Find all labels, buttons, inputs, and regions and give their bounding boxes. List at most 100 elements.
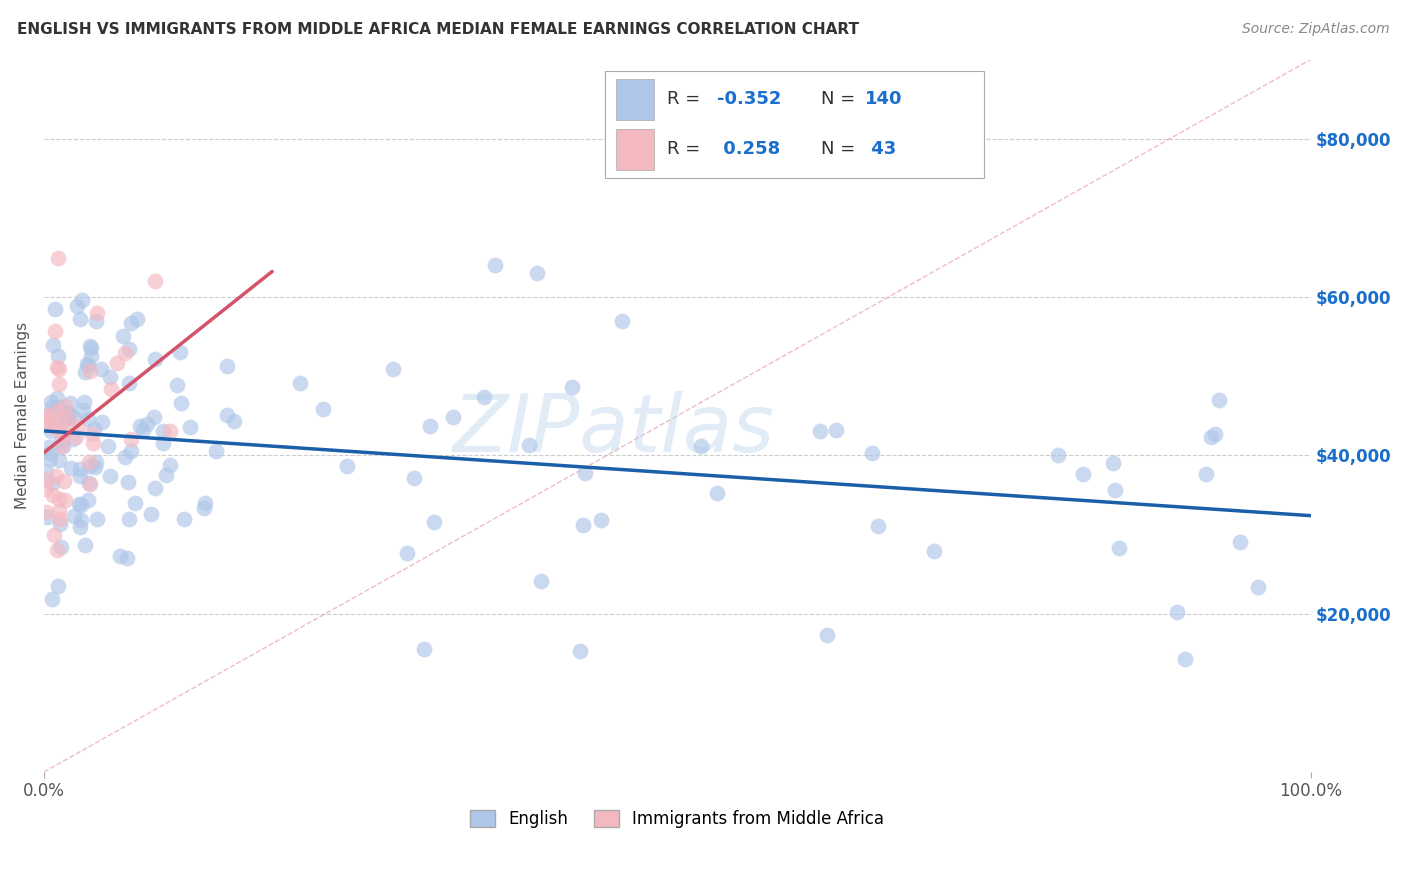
Point	[404, 471, 426, 485]
Point	[48, 349, 70, 363]
Point	[44, 527, 66, 541]
Point	[145, 481, 167, 495]
Point	[517, 438, 540, 452]
Point	[51, 439, 73, 453]
Point	[67, 497, 90, 511]
Point	[80, 426, 103, 441]
Point	[49, 540, 72, 554]
Point	[120, 316, 142, 330]
Point	[1071, 467, 1094, 481]
Point	[118, 376, 141, 390]
Point	[42, 338, 65, 352]
Point	[53, 409, 76, 424]
Point	[46, 391, 69, 405]
Point	[179, 420, 201, 434]
Point	[70, 293, 93, 308]
Point	[46, 359, 69, 374]
Point	[62, 432, 84, 446]
Point	[82, 435, 104, 450]
Point	[35, 505, 58, 519]
Point	[37, 408, 59, 422]
Point	[1199, 430, 1222, 444]
Point	[72, 395, 94, 409]
Point	[73, 365, 96, 379]
Point	[815, 628, 838, 642]
Point	[91, 415, 114, 429]
Point	[35, 414, 58, 428]
Point	[155, 468, 177, 483]
Point	[38, 419, 60, 434]
Point	[86, 306, 108, 320]
Point	[79, 364, 101, 378]
Point	[574, 466, 596, 480]
Point	[44, 301, 66, 316]
Point	[98, 370, 121, 384]
Point	[1195, 467, 1218, 481]
Point	[86, 512, 108, 526]
Point	[46, 578, 69, 592]
Point	[66, 420, 89, 434]
Point	[114, 345, 136, 359]
Point	[69, 520, 91, 534]
Point	[69, 312, 91, 326]
Point	[79, 459, 101, 474]
Point	[65, 430, 87, 444]
Point	[118, 511, 141, 525]
Point	[412, 642, 434, 657]
Point	[59, 396, 82, 410]
Point	[48, 376, 70, 391]
Point	[35, 483, 58, 497]
Point	[922, 544, 945, 558]
Point	[77, 476, 100, 491]
Point	[49, 516, 72, 531]
Point	[170, 396, 193, 410]
Point	[48, 504, 70, 518]
Point	[118, 342, 141, 356]
Point	[572, 517, 595, 532]
Point	[561, 380, 583, 394]
Point	[526, 266, 548, 280]
Bar	[616, 129, 654, 169]
Point	[56, 411, 79, 425]
Point	[288, 376, 311, 390]
Point	[193, 501, 215, 516]
Point	[52, 423, 75, 437]
Point	[105, 356, 128, 370]
Point	[65, 299, 87, 313]
Point	[423, 515, 446, 529]
Text: ENGLISH VS IMMIGRANTS FROM MIDDLE AFRICA MEDIAN FEMALE EARNINGS CORRELATION CHAR: ENGLISH VS IMMIGRANTS FROM MIDDLE AFRICA…	[17, 22, 859, 37]
Point	[86, 454, 108, 468]
Point	[120, 443, 142, 458]
Point	[97, 439, 120, 453]
Point	[46, 543, 69, 558]
Point	[90, 362, 112, 376]
Point	[48, 362, 70, 376]
Point	[143, 351, 166, 366]
Text: 43: 43	[865, 141, 896, 159]
Point	[53, 493, 76, 508]
Point	[49, 512, 72, 526]
Point	[530, 574, 553, 588]
Point	[80, 341, 103, 355]
Point	[42, 488, 65, 502]
Point	[75, 538, 97, 552]
Point	[152, 424, 174, 438]
Point	[72, 403, 94, 417]
Point	[37, 410, 59, 425]
Text: -0.352: -0.352	[717, 90, 780, 108]
Point	[56, 406, 79, 420]
Point	[120, 432, 142, 446]
Point	[46, 400, 69, 414]
Point	[48, 492, 70, 507]
Point	[77, 358, 100, 372]
Point	[689, 439, 711, 453]
Point	[53, 474, 76, 488]
Point	[69, 462, 91, 476]
Point	[83, 422, 105, 436]
Point	[224, 414, 246, 428]
Point	[79, 338, 101, 352]
Point	[1174, 652, 1197, 666]
Y-axis label: Median Female Earnings: Median Female Earnings	[15, 322, 30, 509]
FancyBboxPatch shape	[605, 71, 984, 178]
Text: ZIPatlas: ZIPatlas	[453, 391, 775, 469]
